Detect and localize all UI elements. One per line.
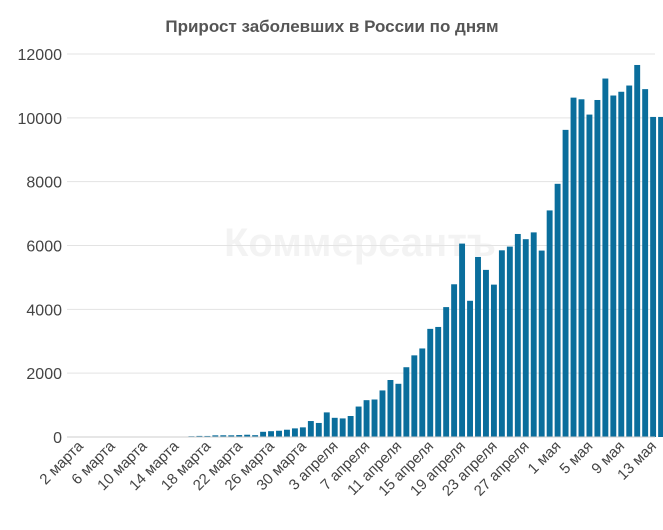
bar xyxy=(490,284,497,437)
bar xyxy=(395,383,402,437)
bar xyxy=(626,85,633,437)
chart-title: Прирост заболевших в России по дням xyxy=(165,17,498,36)
y-tick-label: 6000 xyxy=(26,239,62,256)
bar xyxy=(594,99,601,438)
bar xyxy=(307,421,314,437)
bar xyxy=(299,427,306,437)
bar xyxy=(459,243,466,437)
bar xyxy=(506,246,513,437)
bar xyxy=(347,416,354,437)
bar xyxy=(363,400,370,437)
y-tick-label: 0 xyxy=(53,430,62,447)
bar xyxy=(411,355,418,437)
bar xyxy=(634,64,641,437)
bar xyxy=(379,390,386,437)
bar xyxy=(578,99,585,437)
y-tick-label: 10000 xyxy=(18,111,63,128)
bar xyxy=(228,435,235,437)
bar xyxy=(538,250,545,437)
bar xyxy=(602,78,609,437)
bar xyxy=(339,418,346,437)
bar xyxy=(331,417,338,437)
bar xyxy=(522,239,529,437)
bar xyxy=(562,129,569,437)
bar xyxy=(260,431,267,437)
bar xyxy=(475,256,481,437)
bar xyxy=(371,399,378,437)
bar xyxy=(276,430,282,437)
y-tick-label: 8000 xyxy=(26,175,62,192)
bar xyxy=(554,183,561,437)
x-tick-label: 5 мая xyxy=(556,438,596,478)
bar xyxy=(291,428,298,437)
bar xyxy=(650,116,657,437)
y-axis-ticks: 0 2000 4000 6000 8000 10000 12000 xyxy=(18,47,63,447)
bar xyxy=(212,435,219,437)
bar xyxy=(546,210,553,437)
bar xyxy=(252,435,259,437)
bar xyxy=(642,89,649,437)
bar xyxy=(323,412,330,437)
bar xyxy=(315,422,322,437)
bar xyxy=(220,435,227,437)
bar xyxy=(483,269,489,437)
bar xyxy=(268,431,274,437)
bar xyxy=(498,250,505,437)
bar xyxy=(403,367,410,437)
bar xyxy=(435,326,442,437)
x-tick-label: 1 мая xyxy=(525,438,565,478)
bar xyxy=(419,348,426,437)
bars xyxy=(77,64,663,438)
bar xyxy=(658,116,663,437)
bar xyxy=(236,435,243,437)
bar xyxy=(570,97,577,437)
bar xyxy=(355,406,362,437)
bar xyxy=(514,233,521,437)
bar xyxy=(443,307,450,437)
bar xyxy=(618,91,625,437)
bar xyxy=(586,114,593,437)
bar xyxy=(284,429,290,437)
y-tick-label: 2000 xyxy=(26,366,62,383)
bar xyxy=(530,232,537,437)
bar xyxy=(204,435,211,437)
bar xyxy=(387,380,394,437)
watermark: Коммерсантъ xyxy=(224,221,496,265)
bar xyxy=(451,284,458,437)
y-tick-label: 4000 xyxy=(26,302,62,319)
bar xyxy=(244,434,251,437)
bar xyxy=(427,328,434,437)
bar xyxy=(610,95,617,438)
bar xyxy=(467,300,473,437)
bar xyxy=(196,435,203,437)
y-tick-label: 12000 xyxy=(18,47,63,64)
